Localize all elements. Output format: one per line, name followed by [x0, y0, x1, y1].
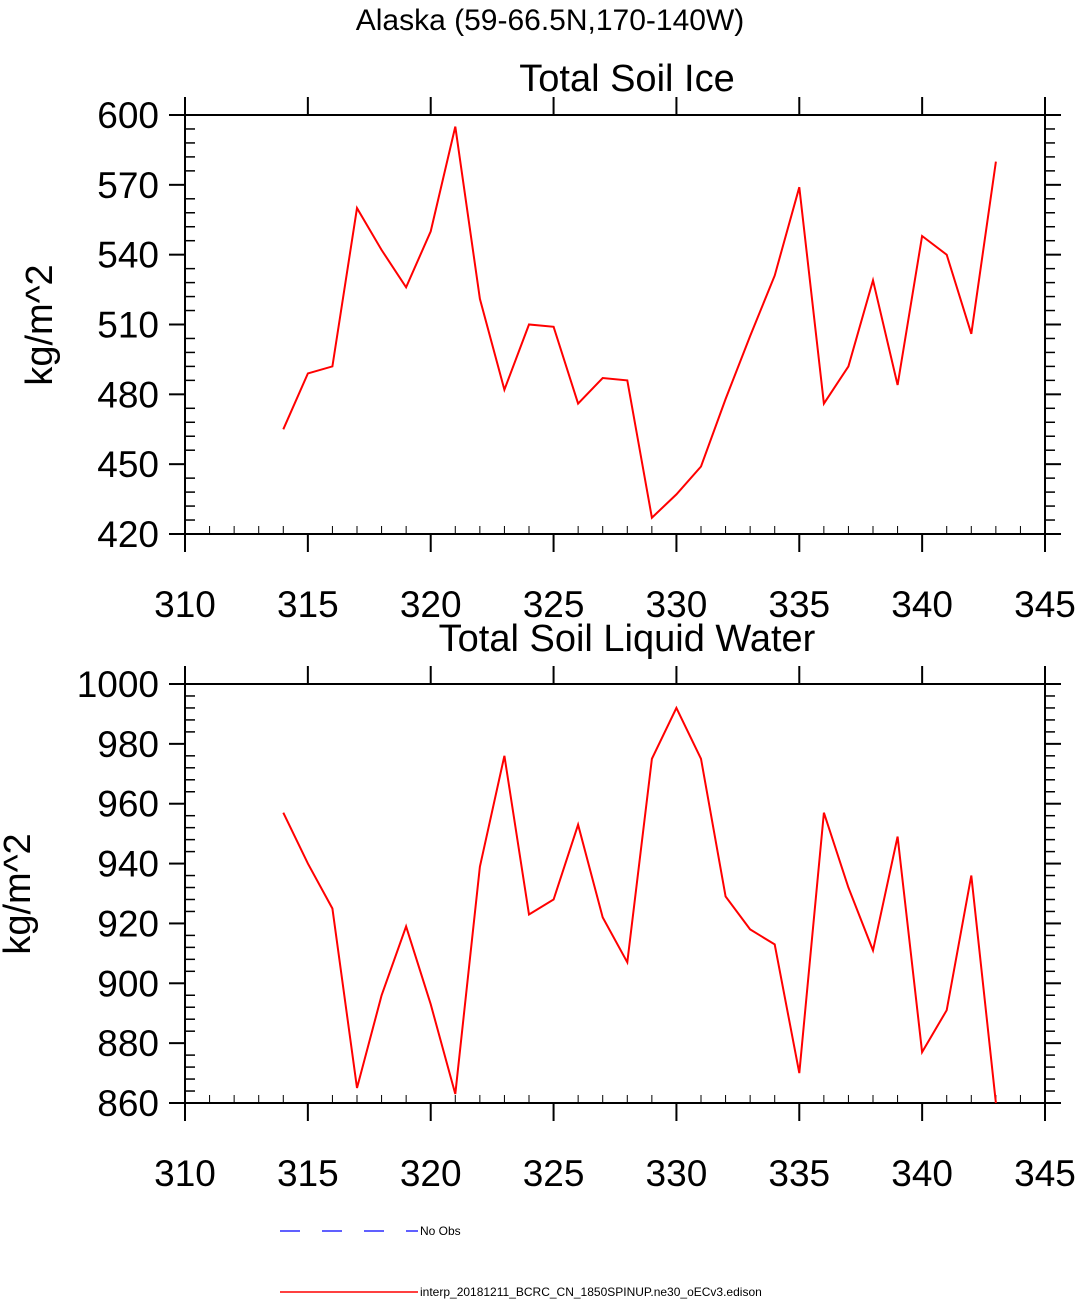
soil-ice-y-tick-label: 420	[97, 514, 159, 555]
legend-model-label: interp_20181211_BCRC_CN_1850SPINUP.ne30_…	[420, 1285, 762, 1299]
legend: No Obs interp_20181211_BCRC_CN_1850SPINU…	[280, 1224, 762, 1299]
soil-ice-y-tick-label: 570	[97, 165, 159, 206]
soil-liquid-x-tick-label: 325	[523, 1153, 585, 1194]
soil-liquid-series-line	[282, 705, 997, 1104]
soil-ice-y-ticks: 420 450 480 510 540 570 600	[97, 95, 1061, 555]
soil-ice-y-tick-label: 600	[97, 95, 159, 136]
soil-liquid-y-tick-label: 860	[97, 1083, 159, 1124]
soil-ice-y-tick-label: 540	[97, 235, 159, 276]
soil-liquid-y-tick-label: 880	[97, 1023, 159, 1064]
soil-liquid-title: Total Soil Liquid Water	[439, 618, 816, 660]
soil-liquid-plot-frame	[184, 683, 1046, 1104]
soil-ice-y-tick-label: 480	[97, 374, 159, 415]
soil-liquid-y-tick-label: 940	[97, 844, 159, 885]
soil-ice-x-tick-label: 325	[523, 584, 585, 625]
legend-no-obs-label: No Obs	[420, 1224, 461, 1238]
soil-ice-x-tick-label: 335	[768, 584, 830, 625]
soil-ice-panel: Total Soil Ice kg/m^2 310 315 320 325 330 335…	[19, 58, 1076, 625]
soil-liquid-y-tick-label: 900	[97, 963, 159, 1004]
soil-liquid-x-ticks: 310 315 320 325 330 335 340 345	[154, 666, 1076, 1194]
soil-ice-x-tick-label: 340	[891, 584, 953, 625]
soil-liquid-x-tick-label: 310	[154, 1153, 216, 1194]
soil-ice-series-line	[282, 126, 997, 520]
soil-ice-series	[282, 126, 997, 520]
soil-ice-x-tick-label: 330	[646, 584, 708, 625]
soil-ice-x-tick-label: 320	[400, 584, 462, 625]
soil-liquid-x-tick-label: 330	[646, 1153, 708, 1194]
soil-ice-x-tick-label: 315	[277, 584, 339, 625]
figure-supertitle: Alaska (59-66.5N,170-140W)	[356, 4, 745, 37]
soil-liquid-y-ticks: 860 880 900 920 940 960 980 1000	[77, 664, 1061, 1124]
soil-liquid-x-tick-label: 340	[891, 1153, 953, 1194]
soil-liquid-x-tick-label: 320	[400, 1153, 462, 1194]
soil-liquid-x-tick-label: 315	[277, 1153, 339, 1194]
soil-liquid-x-tick-label: 335	[768, 1153, 830, 1194]
soil-ice-title: Total Soil Ice	[519, 58, 734, 100]
soil-ice-x-tick-label: 345	[1014, 584, 1076, 625]
soil-liquid-series	[282, 705, 997, 1104]
soil-liquid-y-tick-label: 980	[97, 724, 159, 765]
soil-liquid-y-axis-label: kg/m^2	[0, 833, 39, 954]
soil-ice-y-axis-label: kg/m^2	[19, 264, 61, 385]
soil-liquid-y-tick-label: 1000	[77, 664, 159, 705]
soil-liquid-x-tick-label: 345	[1014, 1153, 1076, 1194]
soil-ice-y-tick-label: 510	[97, 305, 159, 346]
soil-ice-x-ticks: 310 315 320 325 330 335 340 345	[154, 97, 1076, 625]
soil-liquid-y-tick-label: 920	[97, 903, 159, 944]
soil-ice-y-tick-label: 450	[97, 444, 159, 485]
soil-ice-plot-frame	[184, 114, 1046, 535]
soil-ice-x-tick-label: 310	[154, 584, 216, 625]
soil-liquid-panel: Total Soil Liquid Water kg/m^2 310 315 320…	[0, 618, 1076, 1194]
soil-liquid-y-tick-label: 960	[97, 784, 159, 825]
